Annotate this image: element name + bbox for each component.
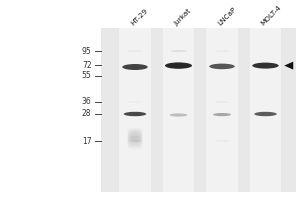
Ellipse shape (128, 131, 142, 135)
Ellipse shape (128, 101, 142, 103)
Bar (119, 28, 151, 192)
Ellipse shape (128, 139, 142, 143)
Polygon shape (284, 62, 293, 70)
Ellipse shape (128, 133, 142, 137)
Ellipse shape (170, 50, 187, 52)
Text: Jurkat: Jurkat (173, 8, 192, 27)
Text: HT-29: HT-29 (129, 8, 148, 27)
Ellipse shape (128, 140, 142, 142)
Ellipse shape (127, 50, 143, 52)
Text: MOLT-4: MOLT-4 (260, 4, 282, 27)
Ellipse shape (128, 142, 142, 147)
Bar (206, 28, 238, 192)
Ellipse shape (128, 134, 142, 139)
Ellipse shape (165, 62, 192, 69)
Ellipse shape (169, 113, 188, 117)
Ellipse shape (214, 50, 230, 52)
Ellipse shape (122, 64, 148, 70)
Text: 95: 95 (82, 46, 92, 55)
Ellipse shape (214, 101, 230, 103)
Text: 36: 36 (82, 98, 92, 106)
Text: 72: 72 (82, 60, 92, 70)
Bar (100, 28, 296, 192)
Ellipse shape (128, 137, 142, 142)
Text: LNCaP: LNCaP (216, 6, 237, 27)
Bar (163, 28, 194, 192)
Ellipse shape (128, 136, 142, 140)
Ellipse shape (124, 112, 146, 116)
Ellipse shape (128, 141, 142, 145)
Text: 17: 17 (82, 136, 92, 146)
Ellipse shape (213, 113, 231, 116)
Text: 55: 55 (82, 72, 92, 80)
Ellipse shape (209, 64, 235, 69)
Ellipse shape (252, 63, 279, 69)
Ellipse shape (254, 112, 277, 116)
Ellipse shape (214, 140, 230, 142)
Ellipse shape (128, 129, 142, 134)
Bar (250, 28, 281, 192)
Text: 28: 28 (82, 110, 92, 118)
